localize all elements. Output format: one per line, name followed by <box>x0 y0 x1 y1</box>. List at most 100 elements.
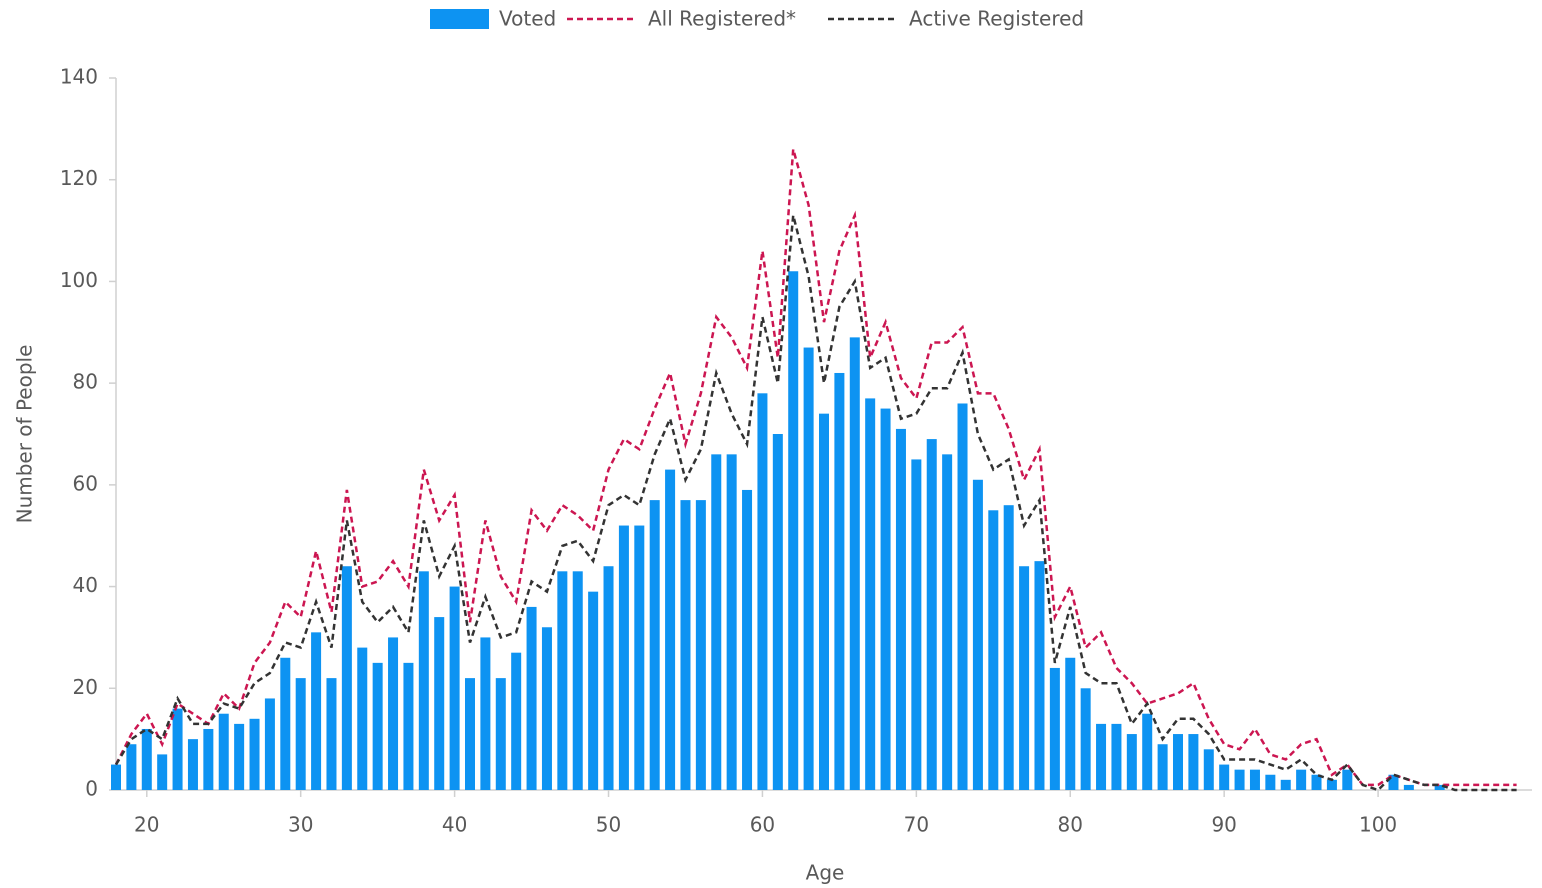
bar <box>1265 774 1276 790</box>
bar <box>680 500 691 790</box>
bar <box>572 571 583 790</box>
bar <box>1065 657 1076 790</box>
x-axis-label: Age <box>806 861 845 885</box>
bar <box>557 571 568 790</box>
bar <box>1234 769 1245 790</box>
bar <box>1003 505 1014 790</box>
bar <box>957 403 968 790</box>
bar <box>1311 774 1322 790</box>
bar <box>726 454 737 790</box>
bar <box>742 489 753 790</box>
bar <box>1096 723 1107 790</box>
x-tick-label: 60 <box>750 813 775 837</box>
bar <box>988 510 999 790</box>
bar <box>865 398 876 790</box>
bar <box>480 637 491 790</box>
bar <box>234 723 245 790</box>
bar <box>372 662 383 790</box>
bar <box>1172 734 1184 790</box>
bar <box>618 525 629 790</box>
bar <box>1388 774 1399 790</box>
bar <box>187 739 198 790</box>
bar <box>665 469 676 790</box>
y-tick-label: 120 <box>60 166 98 190</box>
bar <box>1280 779 1291 790</box>
bar <box>1296 769 1307 790</box>
bar <box>603 566 614 790</box>
bar <box>757 393 768 790</box>
bar <box>1126 734 1137 790</box>
bar <box>110 764 122 790</box>
bar <box>1111 723 1122 790</box>
bar <box>1249 769 1260 790</box>
bar <box>1203 749 1214 790</box>
bar <box>788 271 799 790</box>
line <box>114 148 1517 787</box>
bar <box>711 454 722 790</box>
bar <box>772 434 783 790</box>
bar <box>1188 734 1199 790</box>
bar <box>1326 779 1337 790</box>
bar <box>880 408 891 790</box>
legend-swatch <box>430 9 489 29</box>
bar <box>526 606 537 790</box>
bar <box>295 678 306 790</box>
y-tick-label: 100 <box>60 268 98 292</box>
x-tick-label: 30 <box>288 813 313 837</box>
bar <box>280 657 291 790</box>
bar <box>634 525 645 790</box>
bar <box>511 652 522 790</box>
bar <box>1049 667 1060 790</box>
y-tick-label: 140 <box>60 65 98 89</box>
x-tick-label: 90 <box>1211 813 1236 837</box>
bar <box>849 337 860 790</box>
x-tick-label: 20 <box>134 813 159 837</box>
bar <box>926 439 937 790</box>
bar <box>803 347 814 790</box>
bar <box>264 698 275 790</box>
y-tick-label: 0 <box>85 777 98 801</box>
bar <box>403 662 414 790</box>
bar <box>341 566 352 790</box>
x-tick-label: 70 <box>904 813 929 837</box>
bar <box>249 718 260 790</box>
bar <box>588 591 599 790</box>
bar <box>695 500 706 790</box>
bar <box>1142 713 1153 790</box>
x-tick-label: 100 <box>1359 813 1397 837</box>
bar <box>1019 566 1030 790</box>
bar <box>1034 561 1045 790</box>
bar <box>911 459 922 790</box>
bar <box>972 479 983 790</box>
x-tick-label: 80 <box>1058 813 1083 837</box>
bar <box>1434 784 1445 790</box>
bar <box>141 728 152 790</box>
bar <box>388 637 399 790</box>
bar <box>895 428 906 790</box>
bar <box>218 713 229 790</box>
line <box>114 215 1517 792</box>
bar <box>172 708 183 790</box>
bar <box>449 586 460 790</box>
x-tick-label: 50 <box>596 813 621 837</box>
legend-label: All Registered* <box>648 7 796 31</box>
bar <box>649 500 660 790</box>
bar <box>311 632 322 790</box>
bar <box>942 454 953 790</box>
bar <box>1342 769 1353 790</box>
bar <box>418 571 429 790</box>
bar <box>834 372 845 790</box>
x-tick-label: 40 <box>442 813 467 837</box>
bar <box>1157 744 1168 790</box>
bar <box>326 678 337 790</box>
bar <box>1080 688 1091 790</box>
y-tick-label: 60 <box>73 471 98 495</box>
bar <box>434 617 445 790</box>
bar <box>818 413 830 790</box>
legend-label: Active Registered <box>909 7 1084 31</box>
bar <box>541 627 552 790</box>
legend-label: Voted <box>499 7 556 31</box>
bar <box>1403 784 1414 790</box>
y-axis-label: Number of People <box>13 345 37 524</box>
